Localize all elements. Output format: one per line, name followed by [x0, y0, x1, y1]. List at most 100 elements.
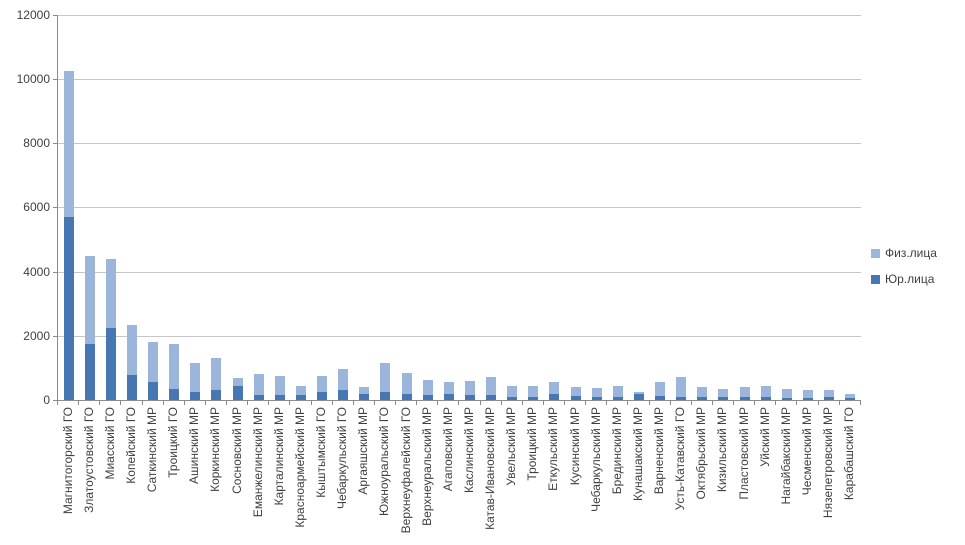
- x-label-cell: Катав-Ивановский МР: [480, 407, 501, 530]
- x-tick-label: Увельский МР: [504, 407, 519, 486]
- bar-segment-yur: [359, 393, 370, 400]
- bar-segment-fiz: [84, 255, 95, 344]
- x-axis-tick: [500, 401, 522, 405]
- bar-segment-yur: [633, 393, 644, 400]
- x-axis-tick: [373, 401, 395, 405]
- x-tick-label: Троицкий МР: [525, 407, 540, 481]
- x-label-cell: Чесменский МР: [796, 407, 817, 495]
- legend-label-yur: Юр.лица: [885, 272, 935, 286]
- bar-segment-fiz: [274, 375, 285, 396]
- bar-group: [121, 15, 142, 400]
- bar-segment-yur: [190, 391, 201, 400]
- bar-segment-yur: [781, 398, 792, 400]
- bar-group: [481, 15, 502, 400]
- bar-segment-fiz: [591, 387, 602, 397]
- y-axis-tick: [53, 400, 57, 401]
- stacked-bar: [655, 382, 666, 400]
- stacked-bar: [486, 376, 497, 400]
- stacked-bar: [211, 358, 222, 400]
- x-tick-label: Брединский МР: [609, 407, 624, 495]
- bar-group: [100, 15, 121, 400]
- x-tick-label: Карабашский ГО: [842, 407, 857, 501]
- stacked-bar: [549, 382, 560, 400]
- x-axis-tick: [733, 401, 754, 405]
- y-axis-tick: [53, 143, 57, 144]
- x-axis-labels: Магнитогорский ГО Златоустовский ГО Миасск…: [57, 407, 860, 533]
- stacked-bar: [612, 386, 623, 400]
- x-label-cell: Карталинский МР: [268, 407, 289, 505]
- x-axis-tick: [754, 401, 775, 405]
- bar-segment-yur: [718, 396, 729, 400]
- x-axis-tick: [775, 401, 796, 405]
- stacked-bar: [317, 375, 328, 400]
- bar-segment-yur: [845, 398, 856, 400]
- bar-segment-fiz: [105, 258, 116, 328]
- bar-segment-yur: [84, 343, 95, 400]
- bar-group: [354, 15, 375, 400]
- x-label-cell: Усть-Катавский ГО: [670, 407, 691, 510]
- bar-group: [544, 15, 565, 400]
- x-axis-tick: [289, 401, 310, 405]
- stacked-bar: [676, 376, 687, 400]
- x-axis-tick: [183, 401, 205, 405]
- legend-item-yur: Юр.лица: [871, 272, 937, 286]
- bar-group: [396, 15, 417, 400]
- bar-group: [143, 15, 164, 400]
- x-tick-label: Троицкий ГО: [166, 407, 181, 478]
- bar-segment-yur: [232, 385, 243, 400]
- stacked-bar: [105, 258, 116, 400]
- stacked-bar: [781, 388, 792, 400]
- x-tick-label: Аргаяшский МР: [356, 407, 371, 495]
- stacked-bar: [824, 390, 835, 400]
- x-label-cell: Чебаркульский ГО: [332, 407, 353, 509]
- bar-group: [206, 15, 227, 400]
- bar-segment-fiz: [422, 379, 433, 396]
- bar-segment-yur: [105, 327, 116, 400]
- x-label-cell: Варненский МР: [649, 407, 670, 494]
- x-label-cell: Троицкий ГО: [163, 407, 184, 478]
- bar-segment-fiz: [718, 389, 729, 397]
- x-tick-label: Октябрьский МР: [694, 407, 709, 500]
- stacked-bar: [148, 342, 159, 400]
- bar-segment-fiz: [232, 377, 243, 386]
- x-tick-label: Коркинский МР: [208, 407, 223, 492]
- bar-segment-fiz: [169, 343, 180, 389]
- x-tick-label: Ашинский МР: [187, 407, 202, 484]
- gridline: [58, 143, 861, 144]
- x-axis-tick: [585, 401, 606, 405]
- stacked-bar: [802, 390, 813, 400]
- bar-segment-yur: [338, 390, 349, 400]
- bar-group: [840, 15, 861, 400]
- bar-segment-fiz: [338, 368, 349, 391]
- x-label-cell: Карабашский ГО: [839, 407, 860, 500]
- bar-segment-fiz: [253, 374, 264, 396]
- bar-group: [734, 15, 755, 400]
- bar-group: [227, 15, 248, 400]
- bar-group: [565, 15, 586, 400]
- y-axis-tick: [53, 272, 57, 273]
- x-label-cell: Нагайбакский МР: [775, 407, 796, 504]
- gridline: [58, 272, 861, 273]
- bar-segment-yur: [126, 374, 137, 400]
- y-axis-tick: [53, 15, 57, 16]
- legend-label-fiz: Физ.лица: [885, 246, 937, 260]
- bar-segment-fiz: [486, 376, 497, 395]
- x-axis-tick: [838, 401, 860, 405]
- bar-segment-yur: [63, 217, 74, 400]
- bar-segment-fiz: [845, 394, 856, 399]
- bar-group: [628, 15, 649, 400]
- x-label-cell: Миасский ГО: [99, 407, 120, 480]
- bar-segment-yur: [211, 390, 222, 400]
- bar-segment-fiz: [359, 387, 370, 394]
- x-label-cell: Еткульский МР: [543, 407, 564, 491]
- stacked-bar: [338, 368, 349, 400]
- stacked-bar: [633, 392, 644, 400]
- x-label-cell: Кусинский МР: [564, 407, 585, 485]
- bar-group: [312, 15, 333, 400]
- stacked-bar: [591, 387, 602, 400]
- gridline: [58, 336, 861, 337]
- x-tick-label: Катав-Ивановский МР: [483, 407, 498, 530]
- bar-segment-yur: [317, 391, 328, 400]
- bar-segment-fiz: [760, 386, 771, 397]
- gridline: [58, 79, 861, 80]
